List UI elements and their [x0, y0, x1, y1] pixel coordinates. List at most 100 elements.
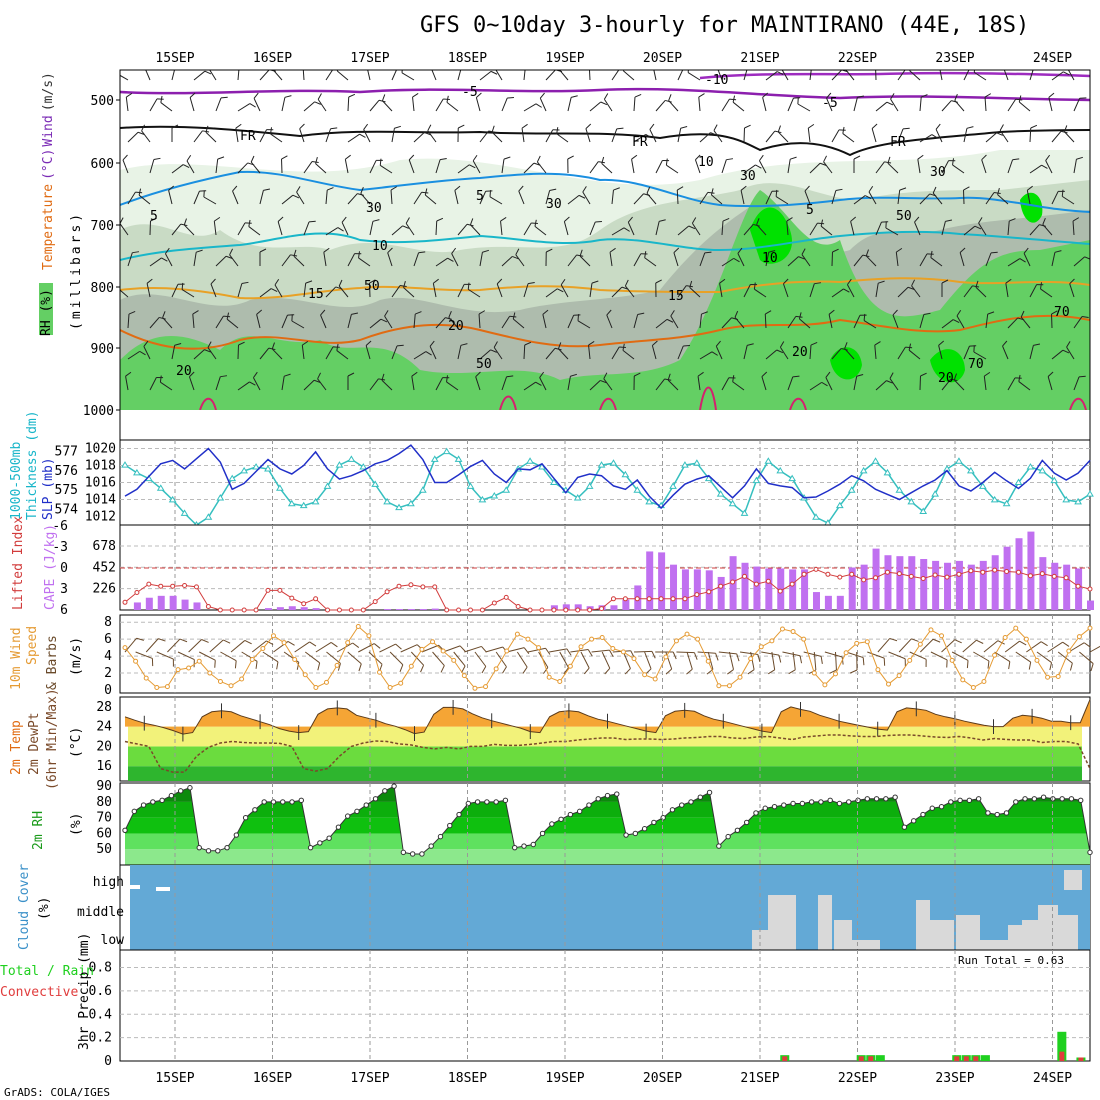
- barb-shaft: [156, 651, 174, 660]
- barb-flag: [680, 125, 688, 129]
- upper-wind-barb: [699, 132, 717, 143]
- barb-shaft: [765, 71, 778, 81]
- barb-flag: [235, 123, 242, 129]
- barb-shaft: [512, 318, 525, 329]
- upper-wind-barb: [831, 288, 850, 298]
- rh-point: [1003, 810, 1010, 816]
- cape-bar: [264, 608, 272, 610]
- barb-shaft: [644, 651, 652, 669]
- barb-flag: [595, 220, 602, 223]
- barb-shaft: [207, 347, 217, 360]
- barb-flag: [587, 649, 593, 657]
- barb-flag: [205, 125, 209, 133]
- upper-wind-barb: [938, 70, 943, 81]
- barb-shaft: [454, 190, 459, 205]
- barb-shaft: [358, 257, 371, 267]
- upper-wind-barb: [451, 247, 459, 267]
- upper-wind-barb: [303, 220, 316, 236]
- cape-tick: 226: [93, 582, 116, 597]
- barb-shaft: [956, 315, 965, 329]
- rh-point: [512, 844, 518, 851]
- barb-shaft: [585, 128, 591, 143]
- wind-barb: [326, 651, 341, 671]
- lifted-index-point: [789, 581, 795, 587]
- barb-flag: [120, 217, 124, 224]
- barb-shaft: [981, 159, 987, 174]
- rh-point: [948, 799, 954, 805]
- barb-flag: [987, 311, 995, 315]
- barb-shaft: [435, 257, 448, 267]
- barb-flag: [372, 219, 380, 222]
- precip-tick: 0.2: [89, 1031, 112, 1046]
- barb-shaft: [914, 221, 921, 236]
- barb-flag: [226, 312, 230, 320]
- rh-point: [363, 802, 369, 808]
- bottom-date-label: 20SEP: [643, 1071, 682, 1086]
- barb-shaft: [281, 194, 294, 205]
- barb-shaft: [919, 134, 933, 143]
- barb-flag: [358, 663, 362, 672]
- barb-shaft: [326, 651, 341, 664]
- wind-barb: [294, 641, 317, 653]
- thickness-point: [466, 482, 475, 489]
- upper-wind-barb: [715, 340, 723, 360]
- barb-flag: [308, 220, 316, 223]
- barb-flag: [567, 155, 574, 160]
- wind-barb: [829, 651, 837, 674]
- barb-flag: [398, 64, 405, 69]
- barb-flag: [542, 309, 549, 315]
- rh-point: [660, 814, 666, 821]
- barb-shaft: [762, 97, 767, 112]
- barb-flag: [327, 187, 334, 191]
- thickness-point: [752, 476, 761, 484]
- upper-wind-barb: [677, 70, 685, 81]
- barb-flag: [792, 375, 800, 378]
- cape-ylabel-cape: CAPE (J/kg): [43, 524, 58, 610]
- barb-shaft: [237, 283, 243, 298]
- contour-label: 30: [546, 197, 562, 212]
- barb-shaft: [697, 376, 701, 391]
- barb-flag: [113, 66, 119, 73]
- barb-flag: [207, 341, 212, 348]
- barb-flag: [522, 666, 528, 674]
- upper-wind-barb: [567, 373, 578, 391]
- thickness-point: [931, 490, 940, 497]
- barb-flag: [841, 656, 844, 665]
- contour-label: 15: [668, 289, 684, 304]
- barb-shaft: [984, 96, 987, 112]
- barb-shaft: [699, 132, 711, 143]
- upper-wind-barb: [146, 278, 153, 298]
- upper-wind-barb: [534, 219, 547, 236]
- lifted-index-point: [634, 596, 640, 602]
- upper-wind-barb: [807, 123, 815, 143]
- barb-flag: [274, 279, 280, 286]
- upper-wind-barb: [237, 103, 256, 112]
- barb-flag: [493, 341, 498, 348]
- barb-flag: [779, 341, 785, 348]
- barb-flag: [347, 372, 355, 377]
- upper-wind-barb: [978, 217, 987, 236]
- barb-flag: [314, 101, 321, 105]
- wind-speed-point: [270, 633, 276, 639]
- barb-flag: [263, 188, 271, 191]
- upper-wind-barb: [699, 311, 708, 329]
- barb-flag: [1081, 316, 1089, 319]
- upper-wind-barb: [501, 96, 514, 112]
- upper-wind-barb: [721, 377, 736, 391]
- barb-flag: [270, 127, 273, 135]
- wind-speed-point: [493, 666, 499, 672]
- thickness-point: [478, 495, 487, 503]
- cape-bar: [741, 562, 749, 610]
- cape-bar: [157, 595, 165, 610]
- barb-shaft: [897, 286, 909, 298]
- barb-flag: [757, 654, 761, 662]
- barb-shaft: [588, 345, 591, 360]
- barb-flag: [186, 155, 192, 162]
- barb-flag: [161, 257, 168, 262]
- barb-flag: [911, 638, 919, 642]
- barb-shaft: [360, 193, 371, 205]
- barb-shaft: [589, 221, 596, 236]
- upper-wind-barb: [120, 217, 129, 236]
- rh-point: [409, 851, 416, 857]
